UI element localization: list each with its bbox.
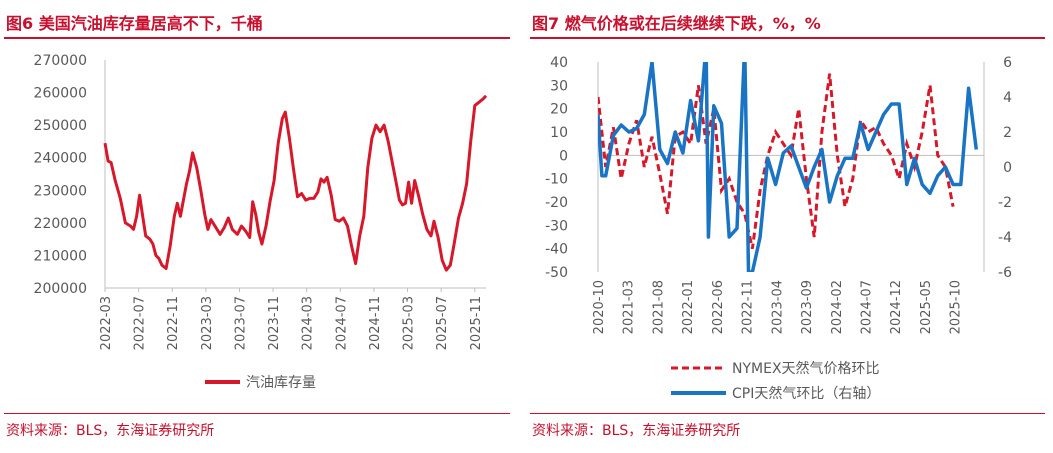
right-y-tick-label: 6 (1003, 55, 1012, 71)
right-y-tick-label: -2 (998, 195, 1012, 211)
left-source-text: 资料来源：BLS，东海证券研究所 (6, 423, 215, 439)
x-tick-label: 2022-07 (133, 296, 148, 350)
right-chart-title: 图7 燃气价格或在后续继续下跌，%，% (532, 14, 821, 33)
x-tick-label: 2024-03 (301, 296, 316, 350)
x-tick-label: 2024-07 (334, 296, 349, 350)
x-tick-label: 2021-03 (622, 280, 637, 334)
nymex-gas-price-line (598, 73, 955, 250)
right-y-tick-label: 2 (1003, 125, 1012, 141)
y-tick-label: 220000 (34, 216, 87, 232)
legend-label-cpi: CPI天然气环比（右轴） (732, 385, 880, 402)
x-tick-label: 2022-11 (166, 296, 181, 350)
left-title-rule (4, 37, 510, 39)
x-tick-label: 2023-03 (200, 296, 215, 350)
left-y-tick-label: -30 (545, 218, 568, 234)
x-tick-label: 2025-07 (435, 296, 450, 350)
left-y-tick-label: -40 (545, 242, 568, 258)
right-y-tick-label: -6 (998, 265, 1012, 281)
left-y-tick-label: 30 (550, 78, 568, 94)
x-tick-label: 2024-11 (368, 296, 383, 350)
left-panel: 图6 美国汽油库存量居高不下，千桶 200000 210000 220000 2300… (0, 0, 520, 453)
left-y-tick-label: 40 (550, 55, 568, 71)
x-tick-label: 2022-06 (711, 280, 726, 334)
x-tick-label: 2025-03 (402, 296, 417, 350)
y-tick-label: 240000 (34, 151, 87, 167)
right-y-tick-label: 0 (1003, 160, 1012, 176)
left-y-tick-label: -20 (545, 195, 568, 211)
y-tick-label: 230000 (34, 183, 87, 199)
x-tick-label: 2022-01 (681, 280, 696, 334)
left-y-tick-label: -10 (545, 172, 568, 188)
left-y-tick-label: 0 (559, 148, 568, 164)
x-tick-label: 2025-10 (949, 280, 964, 334)
x-tick-label: 2025-11 (469, 296, 484, 350)
x-tick-label: 2020-10 (592, 280, 607, 334)
right-source-rule (530, 413, 1045, 414)
left-y-tick-label: 20 (550, 102, 568, 118)
left-y-tick-label: 10 (550, 125, 568, 141)
legend-label-nymex: NYMEX天然气价格环比 (732, 360, 880, 377)
right-title-rule (530, 37, 1045, 39)
right-y-tick-label: 4 (1003, 90, 1012, 106)
right-panel: 图7 燃气价格或在后续继续下跌，%，% -50 -40 -30 -20 -10 0 10 20… (526, 0, 1053, 453)
y-tick-label: 210000 (34, 248, 87, 264)
x-tick-label: 2025-05 (919, 280, 934, 334)
y-tick-label: 250000 (34, 118, 87, 134)
x-tick-label: 2023-09 (800, 280, 815, 334)
cpi-gas-line (598, 62, 979, 272)
x-tick-label: 2023-04 (770, 280, 785, 334)
right-source-text: 资料来源：BLS，东海证券研究所 (532, 423, 741, 439)
x-tick-label: 2024-12 (889, 280, 904, 334)
x-tick-label: 2022-11 (741, 280, 756, 334)
x-tick-label: 2021-08 (651, 280, 666, 334)
left-source-rule (4, 413, 510, 414)
right-y-tick-label: -4 (998, 230, 1012, 246)
x-tick-label: 2022-03 (99, 296, 114, 350)
left-chart-title: 图6 美国汽油库存量居高不下，千桶 (6, 14, 263, 33)
plot-series-group (598, 62, 979, 272)
x-tick-label: 2023-11 (267, 296, 282, 350)
x-tick-label: 2024-07 (859, 280, 874, 334)
left-chart: 200000 210000 220000 230000 240000 250000 2600… (34, 53, 488, 391)
x-tick-label: 2024-02 (830, 280, 845, 334)
left-y-tick-label: -50 (545, 265, 568, 281)
legend-label: 汽油库存量 (246, 375, 316, 391)
y-tick-label: 270000 (34, 53, 87, 69)
y-tick-label: 260000 (34, 86, 87, 102)
y-tick-label: 200000 (34, 281, 87, 297)
gasoline-inventory-line (103, 94, 488, 272)
x-tick-label: 2023-07 (233, 296, 248, 350)
right-chart: -50-40-30-20-10010203040-6-4-202462020-1… (545, 55, 1012, 402)
